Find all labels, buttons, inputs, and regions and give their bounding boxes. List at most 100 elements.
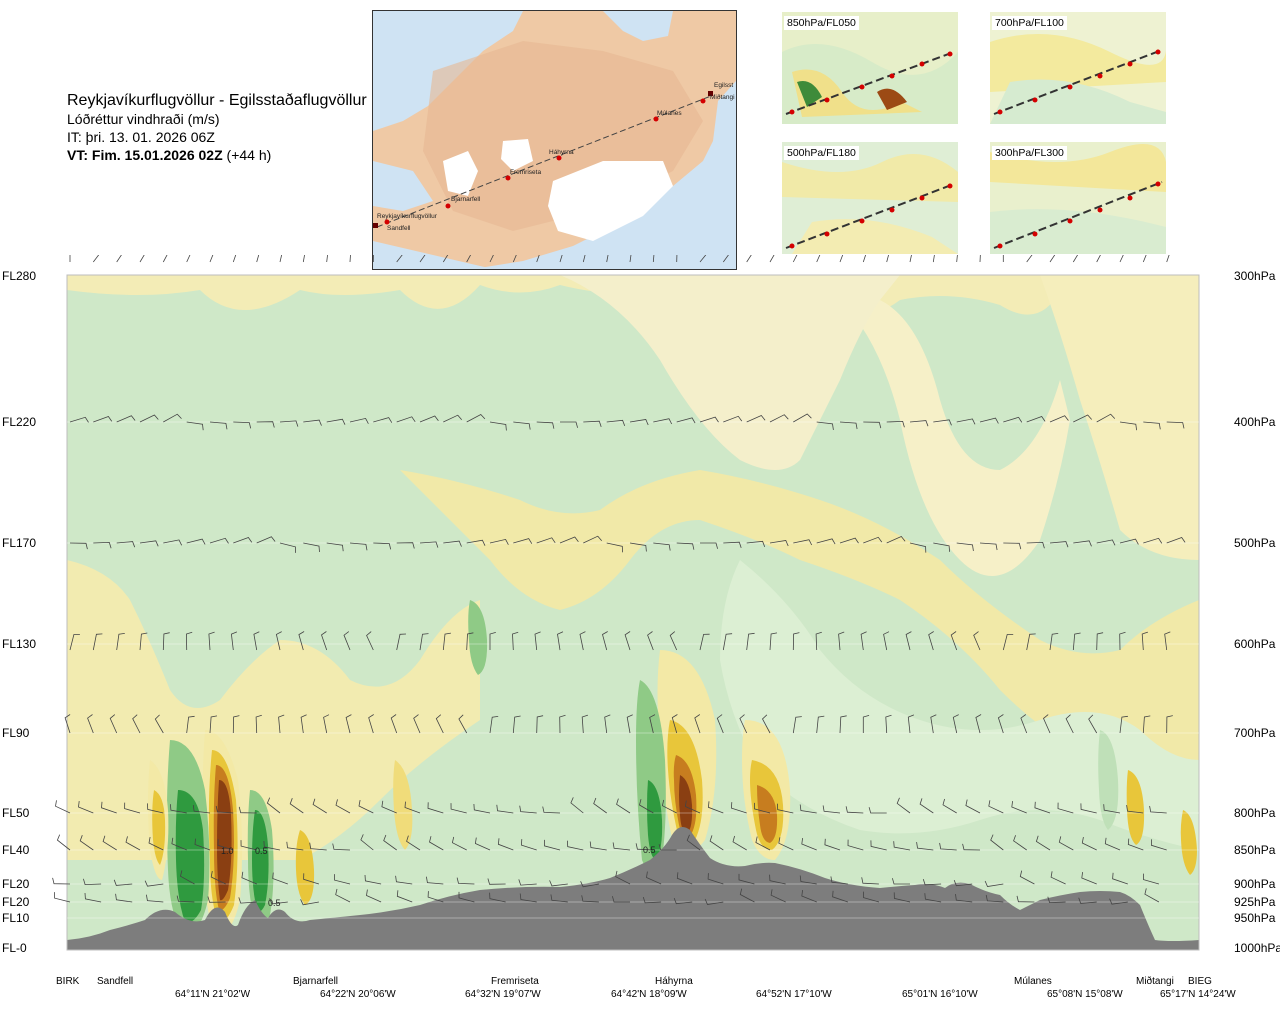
wind-barb — [988, 800, 1004, 814]
wind-barb — [1003, 542, 1022, 550]
valid-time-offset: (+44 h) — [226, 147, 272, 163]
wind-barb — [513, 421, 531, 430]
wind-barb — [1164, 631, 1171, 651]
wind-barb — [769, 414, 789, 423]
wind-barb — [419, 633, 429, 651]
wind-barb — [1073, 540, 1092, 547]
wind-barb — [1096, 413, 1116, 423]
field-band — [67, 275, 1199, 315]
pressure-level-label: 1000hPa — [1234, 941, 1280, 955]
wind-barb — [230, 631, 238, 651]
wind-barb — [209, 246, 222, 263]
wind-barb — [746, 415, 766, 423]
wind-barb — [312, 798, 327, 814]
wind-barb — [863, 536, 883, 544]
wind-barb — [824, 838, 841, 851]
wind-barb — [93, 416, 113, 423]
axis-labels: FL280 300hPa FL220 400hPa FL170 500hPa FL130 60… — [2, 269, 1280, 955]
wind-barb — [975, 714, 982, 734]
wind-barb — [289, 798, 304, 814]
field-band — [840, 300, 1070, 576]
wind-barb — [979, 244, 987, 263]
wind-barb — [707, 801, 724, 814]
wind-barb — [956, 542, 974, 551]
mini-map-500: 500hPa/FL180 — [782, 142, 958, 254]
pressure-level-label: 800hPa — [1234, 806, 1276, 820]
wind-barb — [544, 839, 561, 851]
wind-barb — [979, 542, 998, 551]
wind-barb — [886, 536, 906, 544]
wind-barb — [822, 805, 841, 814]
wind-barb — [893, 892, 911, 903]
wind-barb — [144, 880, 164, 887]
mini-map-850: 850hPa/FL050 — [782, 12, 958, 124]
wind-barb — [939, 842, 957, 851]
wind-barb — [279, 245, 290, 263]
wind-barb — [534, 631, 541, 651]
wind-barb — [581, 714, 589, 734]
wind-barb — [723, 541, 742, 549]
wind-barb — [777, 803, 794, 814]
wind-barb — [653, 542, 671, 551]
wind-barb — [309, 842, 327, 851]
wind-barb — [450, 803, 467, 814]
wind-barb — [1126, 805, 1144, 814]
wind-barb — [793, 539, 813, 546]
wind-barb — [473, 803, 491, 814]
wind-barb — [278, 714, 285, 734]
wind-barb — [366, 889, 382, 903]
wind-barb — [194, 838, 211, 851]
wind-barb — [886, 246, 897, 263]
wind-barb — [360, 834, 374, 851]
wind-barb — [427, 891, 444, 903]
wind-barb — [570, 797, 584, 814]
wind-barb — [92, 248, 109, 263]
wind-barb — [536, 537, 556, 544]
wind-barb — [303, 419, 322, 426]
wind-barb — [652, 244, 661, 263]
wind-barb — [1142, 715, 1151, 734]
terrain-profile — [67, 826, 1199, 950]
wind-barb — [801, 890, 817, 903]
wind-barb — [395, 875, 413, 885]
wind-barb — [1002, 244, 1010, 262]
wind-barb — [185, 631, 193, 651]
glacier-vatnajokull — [548, 161, 673, 241]
station-label: BIRK — [56, 976, 80, 987]
wind-barb — [839, 715, 847, 734]
wind-barb — [792, 632, 800, 651]
wind-barb — [1143, 873, 1160, 885]
wind-barb — [965, 799, 981, 814]
wind-barb — [255, 714, 262, 734]
field-band — [720, 560, 1199, 850]
wind-barb — [396, 890, 413, 903]
wind-barb — [326, 418, 346, 425]
wind-barb — [635, 843, 654, 851]
wind-barb — [343, 631, 351, 651]
wind-barb — [83, 878, 102, 886]
wind-barb — [302, 245, 313, 263]
contour-label: 0.5 — [255, 846, 268, 856]
wind-barb — [256, 246, 268, 263]
wind-barb — [1078, 897, 1097, 904]
wind-barb — [404, 801, 421, 814]
wind-barb — [868, 807, 887, 814]
wind-barb — [518, 879, 537, 886]
wind-barb — [816, 538, 836, 545]
wind-barb — [186, 421, 204, 431]
station-label: Sandfell — [97, 976, 133, 987]
route-point — [445, 203, 451, 209]
downdraft-core — [252, 810, 269, 912]
wind-barb — [956, 244, 965, 263]
wind-barb — [232, 715, 240, 734]
wind-barb — [489, 247, 503, 263]
wind-barb — [1080, 803, 1097, 814]
wind-barb — [102, 835, 117, 851]
wind-barb — [451, 836, 467, 851]
title-block: Reykjavíkurflugvöllur - Egilsstaðaflugvö… — [67, 92, 367, 164]
pressure-level-label: 300hPa — [1234, 269, 1276, 283]
wind-barb — [550, 894, 568, 903]
wind-barb — [1047, 896, 1066, 904]
station-label: Miðtangi — [1136, 975, 1174, 987]
wind-barb — [979, 417, 999, 424]
